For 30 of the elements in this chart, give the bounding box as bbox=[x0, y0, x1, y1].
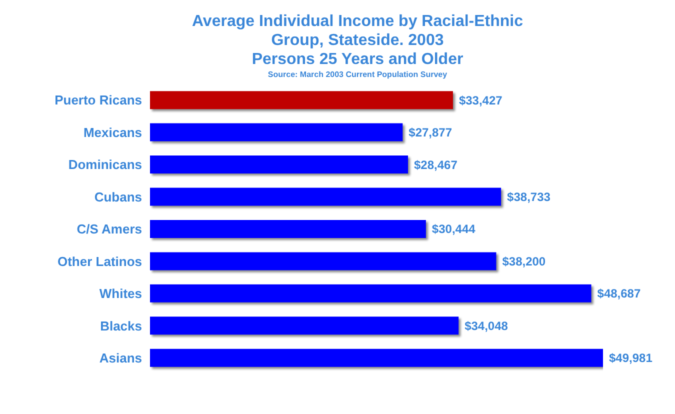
data-label: $49,981 bbox=[609, 351, 653, 366]
data-label: $38,200 bbox=[502, 254, 546, 268]
data-label: $30,444 bbox=[432, 222, 476, 236]
y-tick-label: Cubans bbox=[94, 189, 142, 204]
chart-subtitle: Persons 25 Years and Older bbox=[250, 50, 464, 69]
y-tick-label: Whites bbox=[99, 286, 142, 302]
bar bbox=[150, 91, 453, 110]
y-tick-label: Asians bbox=[99, 350, 142, 366]
y-tick-label: Dominicans bbox=[68, 157, 142, 172]
bar bbox=[150, 156, 408, 174]
bar bbox=[150, 316, 459, 335]
y-tick-label: Puerto Ricans bbox=[54, 92, 142, 108]
y-tick-label: C/S Amers bbox=[76, 222, 142, 237]
data-label: $33,427 bbox=[458, 93, 503, 108]
data-label: $34,048 bbox=[464, 318, 508, 333]
chart-title: Average Individual Income by Racial-Ethnic Group, Stateside. 2003 bbox=[190, 12, 524, 50]
data-label: $48,687 bbox=[597, 286, 641, 301]
bar bbox=[150, 123, 403, 142]
bar bbox=[150, 284, 592, 302]
y-tick-label: Blacks bbox=[100, 318, 142, 334]
bar bbox=[150, 220, 426, 238]
y-tick-label: Mexicans bbox=[83, 124, 142, 140]
bar bbox=[150, 252, 496, 270]
data-label: $28,467 bbox=[414, 158, 458, 172]
bar bbox=[150, 348, 603, 367]
y-tick-label: Other Latinos bbox=[57, 254, 142, 269]
data-label: $27,877 bbox=[408, 126, 452, 140]
source-note: Source: March 2003 Current Population Survey bbox=[266, 69, 448, 80]
bar bbox=[150, 188, 502, 206]
data-label: $38,733 bbox=[507, 190, 551, 204]
